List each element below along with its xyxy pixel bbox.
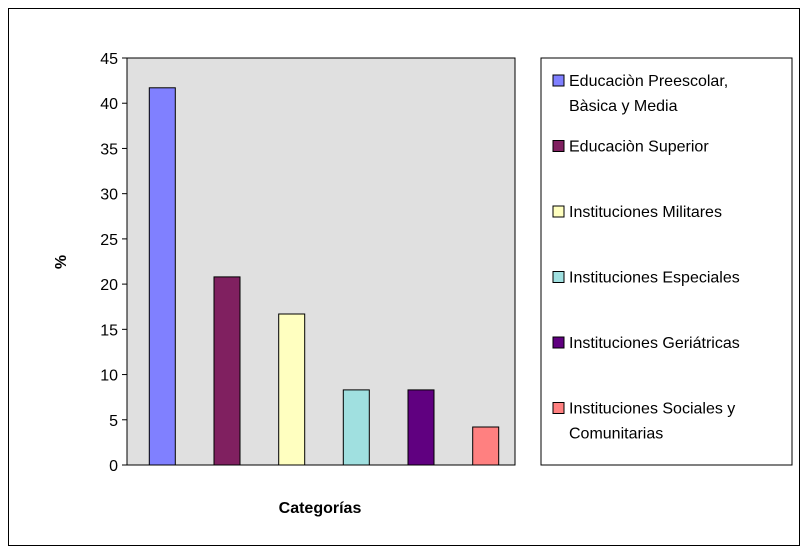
legend: Educaciòn Preescolar, Bàsica y Media Educa… xyxy=(552,73,740,443)
y-axis-title: % xyxy=(53,255,70,269)
y-tick-label: 0 xyxy=(109,458,118,475)
legend-swatch xyxy=(552,74,565,87)
bar-2 xyxy=(213,276,241,466)
legend-swatch xyxy=(552,205,565,218)
bar-4 xyxy=(342,389,370,466)
legend-box xyxy=(540,57,793,466)
y-axis: 0 5 10 15 20 25 30 35 40 45 xyxy=(100,51,127,475)
bar-1 xyxy=(148,87,176,466)
legend-label: Bàsica y Media xyxy=(569,98,678,115)
legend-label: Comunitarias xyxy=(569,426,663,443)
legend-swatch xyxy=(552,402,565,414)
legend-label: Instituciones Militares xyxy=(569,204,722,221)
legend-swatch xyxy=(552,140,565,152)
x-axis-title: Categorías xyxy=(279,500,362,517)
y-tick-label: 45 xyxy=(100,51,118,68)
y-tick-label: 10 xyxy=(100,368,118,385)
bar-3 xyxy=(278,313,306,466)
y-tick-label: 35 xyxy=(100,141,118,158)
y-tick-label: 15 xyxy=(100,322,118,339)
y-tick-label: 40 xyxy=(100,96,118,113)
bar-5 xyxy=(407,389,435,466)
y-tick-label: 30 xyxy=(100,187,118,204)
legend-label: Instituciones Sociales y xyxy=(569,401,735,418)
y-tick-label: 5 xyxy=(109,413,118,430)
bars xyxy=(148,87,500,466)
plot-area xyxy=(126,57,516,466)
legend-label: Instituciones Geriátricas xyxy=(569,335,740,352)
legend-label: Instituciones Especiales xyxy=(569,270,740,287)
legend-label: Educaciòn Preescolar, xyxy=(569,73,728,90)
y-tick-label: 20 xyxy=(100,277,118,294)
legend-swatch xyxy=(552,271,565,283)
legend-label: Educaciòn Superior xyxy=(569,139,709,156)
legend-swatch xyxy=(552,336,565,349)
bar-6 xyxy=(472,426,500,466)
y-tick-label: 25 xyxy=(100,232,118,249)
